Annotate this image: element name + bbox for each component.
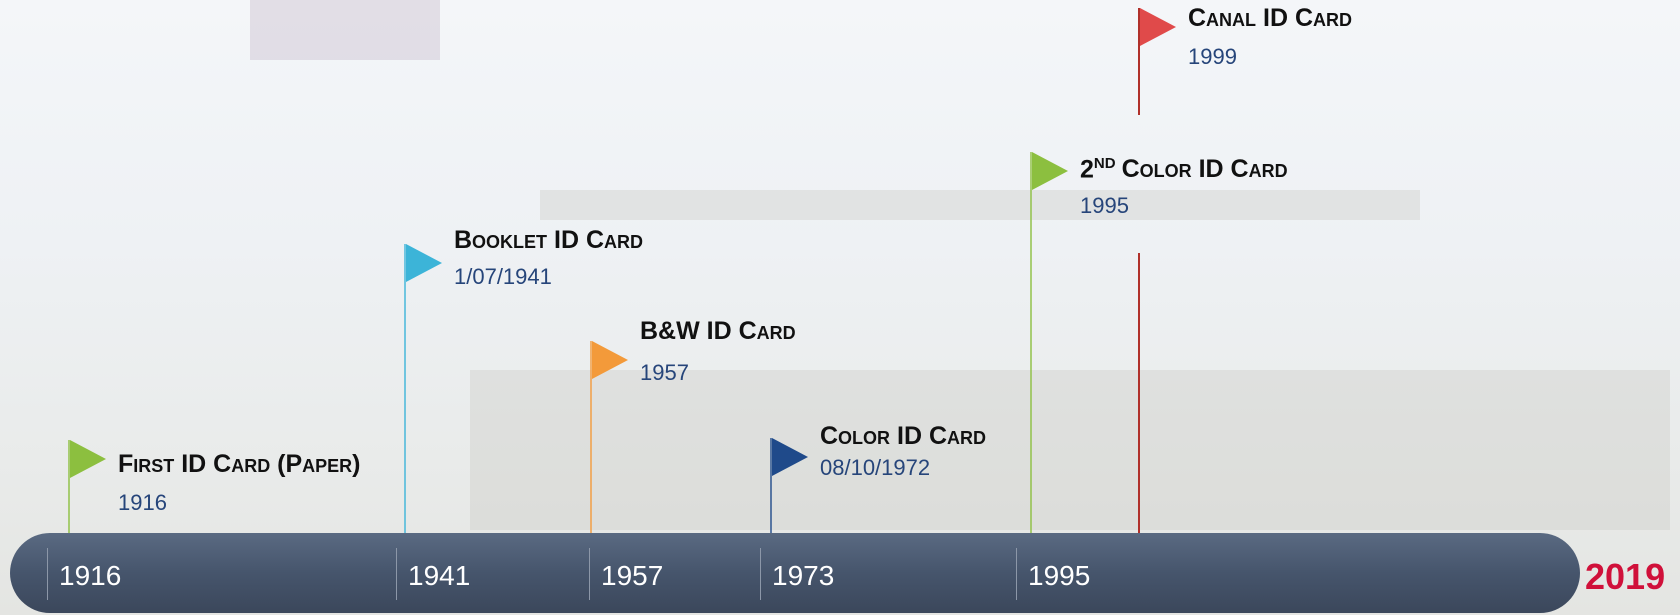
event-date: 1995 (1080, 193, 1129, 218)
flag (772, 438, 808, 476)
event-title: Canal ID Card (1188, 4, 1352, 33)
tick-mark (589, 548, 590, 600)
flag (592, 341, 628, 379)
title-text: Canal ID Card (1188, 4, 1352, 32)
flag (1032, 152, 1068, 190)
end-year: 2019 (1585, 556, 1666, 597)
background-shape (250, 0, 440, 60)
event-title: 2nd Color ID Card (1080, 155, 1288, 184)
title-text: First ID Card (Paper) (118, 450, 361, 478)
event-date: 1/07/1941 (454, 264, 552, 289)
background-shape (470, 370, 1670, 530)
title-text: B&W ID Card (640, 317, 796, 345)
flag (406, 244, 442, 282)
flag-pole (770, 438, 772, 533)
title-number: 2 (1080, 155, 1094, 184)
tick-mark (396, 548, 397, 600)
flag-pole (1030, 152, 1032, 533)
tick-mark (760, 548, 761, 600)
tick-label: 1995 (1028, 560, 1091, 591)
tick-label: 1957 (601, 560, 664, 591)
title-text: Color ID Card (820, 422, 986, 450)
flag-pole (68, 440, 70, 533)
flag (70, 440, 106, 478)
tick-label: 1916 (59, 560, 122, 591)
title-superscript: nd (1093, 155, 1116, 172)
tick-mark (1016, 548, 1017, 600)
flag (1140, 8, 1176, 46)
event-date: 1957 (640, 360, 689, 385)
timeline-bar (10, 533, 1580, 613)
flag-pole (1138, 8, 1140, 115)
event-title: First ID Card (Paper) (118, 450, 361, 479)
flag-pole (1138, 253, 1140, 533)
event-date: 08/10/1972 (820, 455, 931, 480)
background-shape (540, 190, 1420, 220)
event-title: Booklet ID Card (454, 226, 643, 255)
tick-label: 1973 (772, 560, 835, 591)
event-date: 1916 (118, 490, 167, 515)
title-text: Booklet ID Card (454, 226, 643, 254)
event-title: B&W ID Card (640, 317, 796, 346)
flag-pole (590, 341, 592, 533)
title-text: Color ID Card (1121, 155, 1288, 184)
event-date: 1999 (1188, 44, 1237, 69)
tick-label: 1941 (408, 560, 471, 591)
tick-mark (47, 548, 48, 600)
event-title: Color ID Card (820, 422, 986, 451)
flag-pole (404, 244, 406, 533)
